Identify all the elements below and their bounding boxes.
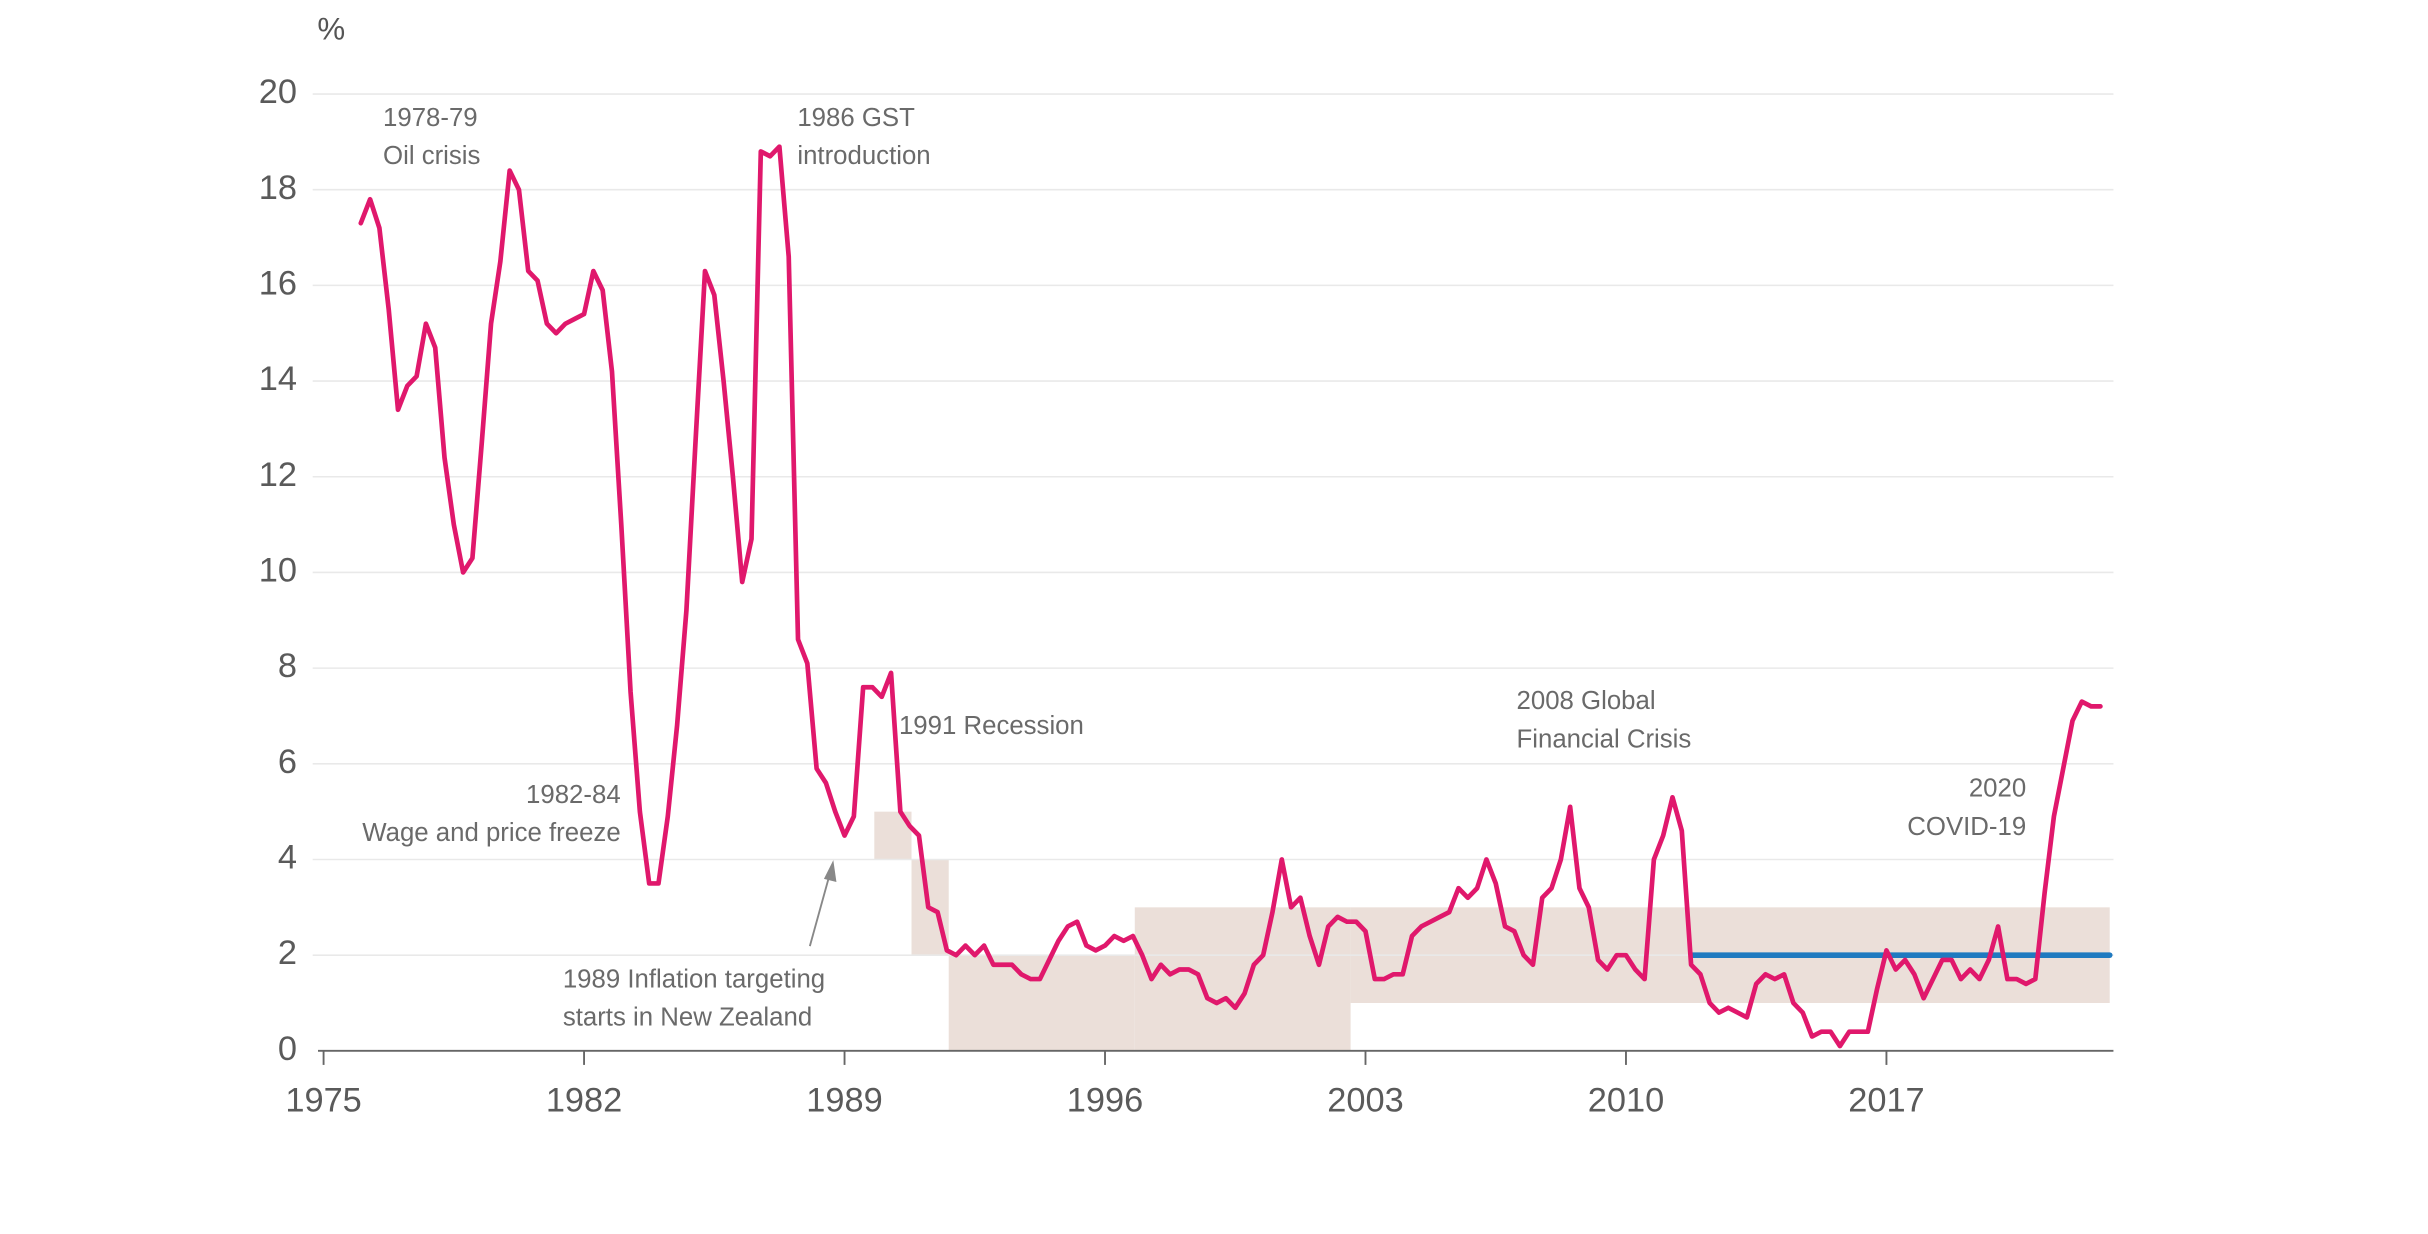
- target-bands: [874, 811, 2110, 1051]
- y-tick-label: 10: [259, 552, 297, 590]
- annotation-arrow: [808, 872, 832, 947]
- grid: [312, 93, 2114, 956]
- y-tick-label: 18: [259, 169, 297, 207]
- target-band: [948, 955, 1135, 1051]
- annotation: 1982-84: [526, 781, 621, 809]
- series-line: [358, 144, 2103, 1049]
- y-tick-label: 8: [278, 647, 297, 685]
- annotation: 1978-79: [383, 104, 478, 132]
- y-tick-label: 6: [278, 743, 297, 781]
- annotation: Wage and price freeze: [362, 819, 620, 847]
- annotation: Financial Crisis: [1517, 725, 1692, 753]
- arrow-head: [823, 860, 837, 883]
- x-tick-label: 2010: [1588, 1082, 1664, 1120]
- annotation: 1989 Inflation targeting: [563, 965, 825, 993]
- y-tick-label: 0: [278, 1030, 297, 1068]
- annotation: COVID-19: [1907, 813, 2026, 841]
- target-band: [1134, 907, 1351, 1051]
- y-tick-label: 12: [259, 456, 297, 494]
- annotation: 2020: [1969, 775, 2026, 803]
- annotation: introduction: [797, 142, 930, 170]
- annotation: 1991 Recession: [899, 712, 1084, 740]
- annotation: starts in New Zealand: [563, 1004, 812, 1032]
- annotation: Oil crisis: [383, 142, 480, 170]
- x-tick-label: 2003: [1327, 1082, 1403, 1120]
- x-tick-label: 1989: [806, 1082, 882, 1120]
- annotation: 1986 GST: [797, 104, 915, 132]
- x-tick-label: 1975: [285, 1082, 361, 1120]
- x-tick-label: 2017: [1848, 1082, 1924, 1120]
- y-tick-label: 20: [259, 73, 297, 111]
- y-tick-label: 14: [259, 360, 297, 398]
- y-tick-label: 4: [278, 839, 297, 877]
- y-axis-label: %: [317, 12, 345, 47]
- x-tick-label: 1982: [546, 1082, 622, 1120]
- y-tick-label: 16: [259, 264, 297, 302]
- y-tick-label: 2: [278, 934, 297, 972]
- x-tick-label: 1996: [1067, 1082, 1143, 1120]
- annotation: 2008 Global: [1517, 687, 1656, 715]
